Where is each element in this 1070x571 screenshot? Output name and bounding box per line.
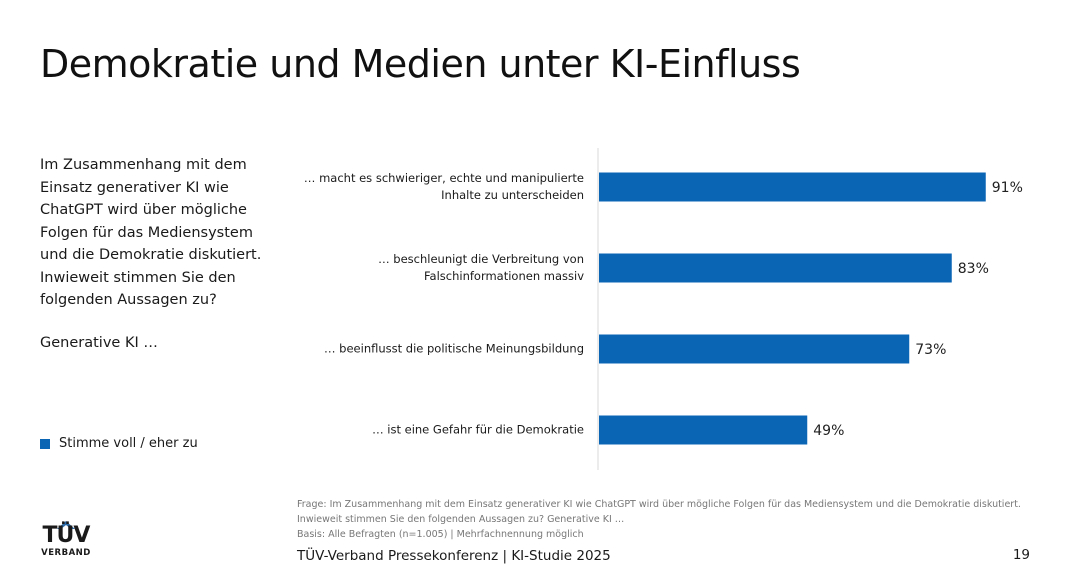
- category-label: … ist eine Gefahr für die Demokratie: [372, 422, 584, 437]
- footnote-question-cont: Inwieweit stimmen Sie den folgenden Auss…: [297, 514, 625, 525]
- data-label: 49%: [813, 423, 844, 439]
- logo-subtext: VERBAND: [41, 548, 91, 558]
- footnote-basis: Basis: Alle Befragten (n=1.005) | Mehrfa…: [297, 529, 584, 540]
- category-label: … macht es schwieriger, echte und manipu…: [303, 171, 584, 202]
- survey-subquestion: Generative KI …: [40, 335, 158, 351]
- footer-text: TÜV-Verband Pressekonferenz | KI-Studie …: [297, 548, 611, 564]
- logo-chevron-icon: [57, 521, 75, 529]
- data-label: 73%: [915, 342, 946, 358]
- legend-swatch: [40, 438, 50, 449]
- bar: [599, 334, 910, 364]
- footnote: Frage: Im Zusammenhang mit dem Einsatz g…: [297, 497, 1021, 542]
- data-label: 83%: [958, 261, 989, 277]
- slide-title: Demokratie und Medien unter KI-Einfluss: [40, 42, 801, 86]
- category-label: … beschleunigt die Verbreitung von Falsc…: [378, 252, 584, 283]
- tuv-logo: TÜV VERBAND: [38, 520, 94, 558]
- logo-text: TÜV: [42, 523, 91, 548]
- legend-label: Stimme voll / eher zu: [59, 436, 198, 451]
- category-label: … beeinflusst die politische Meinungsbil…: [324, 341, 584, 356]
- data-label: 91%: [992, 180, 1023, 196]
- footnote-question: Frage: Im Zusammenhang mit dem Einsatz g…: [297, 499, 1021, 510]
- bar: [599, 172, 986, 202]
- survey-question: Im Zusammenhang mit dem Einsatz generati…: [40, 157, 262, 308]
- bar: [599, 415, 808, 445]
- page-number: 19: [1012, 547, 1030, 563]
- legend: Stimme voll / eher zu: [40, 436, 198, 451]
- bar: [599, 253, 952, 283]
